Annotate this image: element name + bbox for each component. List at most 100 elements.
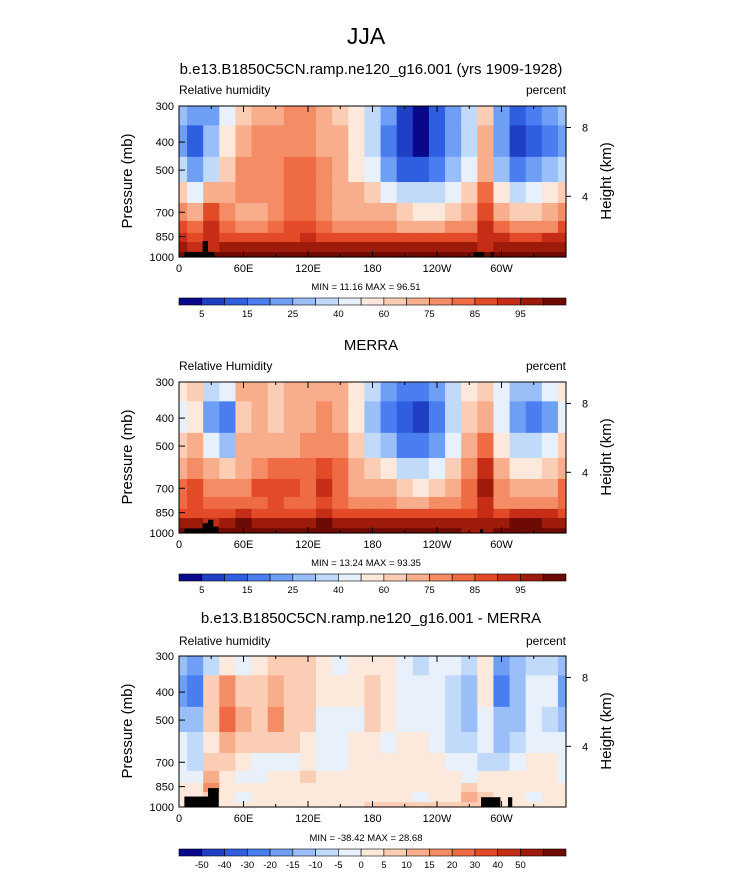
heatmap-cell (525, 106, 543, 126)
heatmap-cell (179, 242, 188, 253)
height-axis: 84 (566, 122, 588, 203)
colorbar-box (178, 297, 203, 306)
y-tick-label: 1000 (150, 528, 174, 540)
heatmap-cell (493, 732, 511, 754)
heatmap-cell (332, 496, 349, 510)
topography-mask (208, 519, 214, 533)
heatmap-cell (493, 242, 511, 253)
colorbar-box (451, 297, 476, 306)
y-axis: 300 400 500 700 850 1000 (150, 651, 185, 814)
heatmap-cell (461, 782, 478, 793)
heatmap-cell (396, 518, 414, 529)
heatmap-cell (219, 792, 237, 803)
heatmap-cell (283, 675, 301, 708)
colorbar-box (246, 848, 271, 857)
heatmap-cell (299, 401, 317, 434)
heatmap-cell (412, 656, 430, 676)
heatmap-cell (219, 732, 237, 754)
heatmap-cell (219, 656, 237, 676)
heatmap-cell (179, 458, 188, 480)
heatmap-cell (412, 770, 430, 784)
heatmap-cell (412, 478, 430, 498)
x-tick-label: 120E (295, 539, 321, 551)
heatmap-cell (348, 752, 366, 772)
heatmap-cell (364, 202, 382, 222)
colorbar-label: -10 (309, 860, 323, 871)
colorbar-label: 30 (470, 860, 481, 871)
heatmap-cell (380, 156, 398, 183)
heatmap-cell (445, 732, 462, 754)
heatmap-cell (428, 478, 446, 498)
heatmap-cell (299, 125, 317, 158)
heatmap-cell (219, 528, 237, 534)
heatmap-cell (283, 458, 301, 480)
heatmap-cell (396, 675, 414, 708)
heatmap-cell (299, 232, 317, 243)
heatmap-cell (445, 401, 462, 434)
heatmap-cell (493, 770, 511, 784)
heatmap-cell (267, 782, 285, 793)
heatmap-cell (235, 782, 253, 793)
heatmap-cell (412, 202, 430, 222)
heatmap-cell (267, 706, 285, 733)
heatmap-cell (187, 496, 204, 510)
heatmap-cell (316, 752, 333, 772)
heatmap-cell (299, 496, 317, 510)
colorbar-label: -20 (263, 860, 277, 871)
variable-label: Relative humidity (179, 634, 270, 648)
heatmap-cell (364, 156, 382, 183)
heatmap-cell (380, 478, 398, 498)
heatmap-cell (509, 732, 527, 754)
heatmap-cell (461, 401, 478, 434)
heatmap-cell (235, 242, 253, 253)
heatmap-cell (203, 458, 220, 480)
x-tick-label: 120W (423, 813, 452, 825)
heatmap-cell (179, 732, 188, 754)
topography-mask (184, 251, 203, 257)
heatmap-cell (380, 382, 398, 402)
heatmap-cell (283, 432, 301, 459)
heatmap-cell (364, 478, 382, 498)
heatmap-cell (396, 782, 414, 793)
heatmap-cell (235, 220, 253, 234)
topography-mask (480, 529, 484, 533)
heatmap-cell (267, 792, 285, 803)
heatmap-cell (316, 732, 333, 754)
x-tick-label: 120E (295, 263, 321, 275)
heatmap-cell (283, 782, 301, 793)
heatmap-cell (332, 382, 349, 402)
heatmap-cell (179, 182, 188, 204)
heatmap-cell (461, 518, 478, 529)
heatmap-cell (235, 732, 253, 754)
heatmap-cell (525, 782, 543, 793)
heatmap-cell (525, 220, 543, 234)
heatmap-cell (461, 432, 478, 459)
heatmap-cell (428, 401, 446, 434)
heatmap-cell (396, 478, 414, 498)
heatmap-cell (461, 752, 478, 772)
heatmap-cell (509, 706, 527, 733)
heatmap-cell (299, 182, 317, 204)
heatmap-cell (541, 792, 559, 803)
heatmap-cell (509, 432, 527, 459)
x-tick-label: 180 (363, 813, 381, 825)
heatmap-cell (541, 125, 559, 158)
heatmap-cell (557, 496, 567, 510)
height-tick-label: 8 (582, 398, 588, 410)
heatmap-cell (525, 382, 543, 402)
heatmap-cell (525, 458, 543, 480)
heatmap-cell (493, 220, 511, 234)
colorbar-label: 85 (470, 585, 481, 596)
y-tick-label: 850 (156, 232, 174, 244)
y-tick-label: 400 (156, 137, 174, 149)
colorbar-label: 75 (424, 585, 435, 596)
heatmap-cell (219, 770, 237, 784)
heatmap-cell (235, 706, 253, 733)
colorbar-box (292, 848, 316, 857)
heatmap-cell (477, 732, 495, 754)
heatmap-cell (445, 106, 462, 126)
heatmap-cell (219, 496, 237, 510)
heatmap-cell (557, 458, 567, 480)
topography-mask (202, 523, 209, 533)
heatmap-cell (396, 232, 414, 243)
